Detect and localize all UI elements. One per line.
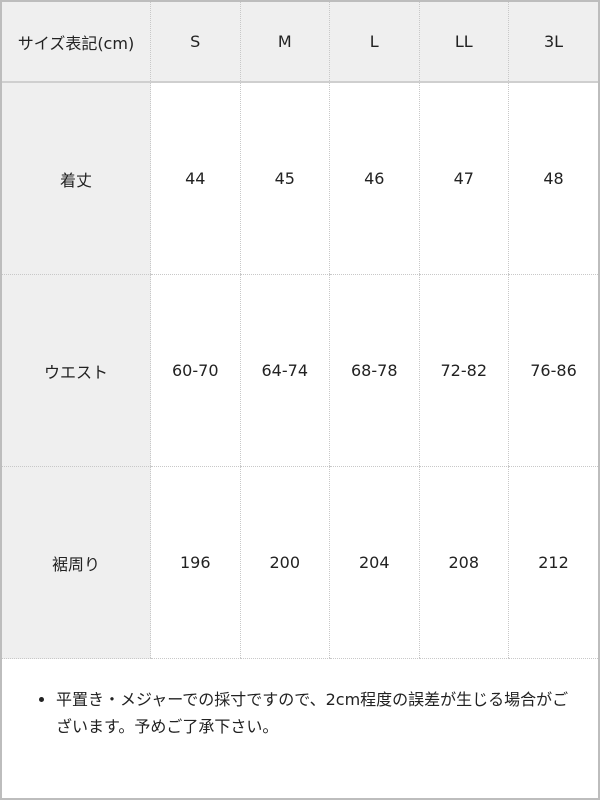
cell: 60-70	[150, 274, 240, 467]
header-size: 3L	[508, 2, 598, 83]
cell: 64-74	[239, 274, 330, 467]
note-item: 平置き・メジャーでの採寸ですので、2cm程度の誤差が生じる場合がございます。予め…	[56, 686, 580, 740]
cell: 68-78	[329, 274, 419, 467]
cell: 204	[329, 466, 419, 659]
header-row: サイズ表記(cm) S M L LL 3L	[2, 2, 598, 83]
header-size: M	[239, 2, 330, 83]
cell: 196	[150, 466, 240, 659]
cell: 47	[418, 82, 509, 275]
cell: 76-86	[508, 274, 598, 467]
cell: 44	[150, 82, 240, 275]
table-row: 着丈 44 45 46 47 48	[2, 82, 598, 275]
table-row: 裾周り 196 200 204 208 212	[2, 466, 598, 659]
cell: 72-82	[418, 274, 509, 467]
cell: 48	[508, 82, 598, 275]
table-row: ウエスト 60-70 64-74 68-78 72-82 76-86	[2, 274, 598, 467]
header-label: サイズ表記(cm)	[2, 2, 151, 83]
cell: 208	[418, 466, 509, 659]
row-label: 着丈	[2, 82, 151, 275]
size-table: サイズ表記(cm) S M L LL 3L 着丈 44 45 46 47 48 …	[2, 2, 598, 659]
measurement-note: 平置き・メジャーでの採寸ですので、2cm程度の誤差が生じる場合がございます。予め…	[40, 686, 580, 740]
cell: 212	[508, 466, 598, 659]
header-size: L	[329, 2, 419, 83]
row-label: 裾周り	[2, 466, 151, 659]
cell: 46	[329, 82, 419, 275]
cell: 45	[239, 82, 330, 275]
cell: 200	[239, 466, 330, 659]
row-label: ウエスト	[2, 274, 151, 467]
header-size: LL	[418, 2, 509, 83]
header-size: S	[150, 2, 240, 83]
